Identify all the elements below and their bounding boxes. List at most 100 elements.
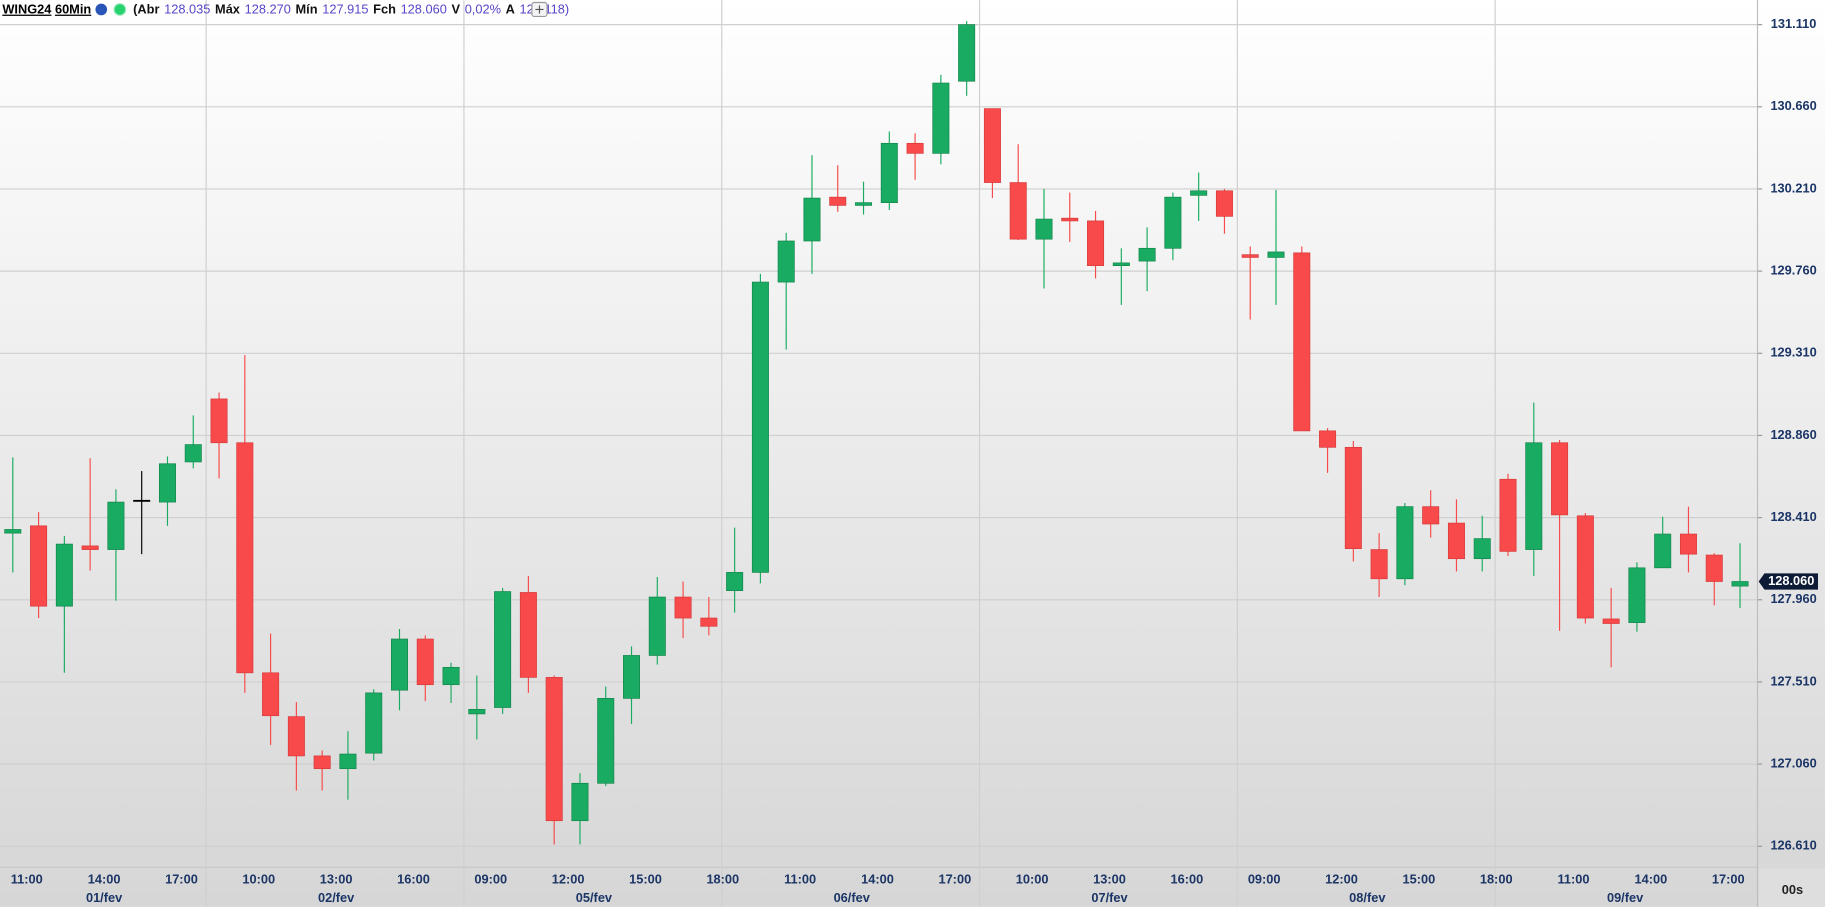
candle-body [4, 529, 22, 534]
candle-body [30, 525, 48, 607]
labels: 131.110 130.660 130.210 129.760 129.310 128.8… [11, 16, 1819, 905]
y-tick-label: 130.660 [1770, 98, 1816, 113]
candle-body [519, 592, 537, 678]
candle-body [236, 442, 254, 674]
date-label: 01/fev [86, 890, 123, 905]
candle-body [365, 692, 383, 754]
symbol: WING24 [2, 2, 52, 17]
x-tick-label: 14:00 [861, 871, 894, 886]
candle-body [468, 708, 486, 715]
x-tick-label: 11:00 [1558, 871, 1590, 886]
x-tick-label: 12:00 [1325, 871, 1358, 886]
y-tick-label: 129.760 [1770, 262, 1816, 277]
interval: 60Min [55, 2, 91, 17]
y-tick-label: 129.310 [1770, 345, 1816, 360]
date-label: 06/fev [834, 890, 871, 905]
date-label: 09/fev [1607, 890, 1644, 905]
y-tick-label: 126.610 [1770, 838, 1816, 853]
candle-body [442, 666, 460, 686]
candle-body [1525, 442, 1543, 550]
y-tick-label: 130.210 [1770, 180, 1816, 195]
candle-body [648, 596, 666, 656]
candle-body [287, 716, 305, 757]
x-tick-label: 16:00 [1170, 871, 1203, 886]
status-icon [95, 3, 108, 16]
x-tick-label: 14:00 [88, 871, 121, 886]
candle-body [1602, 618, 1620, 624]
candle-body [1215, 190, 1233, 217]
candle-body [571, 782, 589, 822]
candle-body [1473, 538, 1491, 560]
candle-body [1551, 442, 1569, 516]
field-label: Máx [215, 2, 241, 17]
x-tick-label: 13:00 [320, 871, 353, 886]
candle-body [1576, 515, 1594, 619]
x-tick-label: 12:00 [552, 871, 585, 886]
candle-body [158, 463, 176, 503]
x-tick-label: 18:00 [706, 871, 739, 886]
candle-body [1370, 549, 1388, 580]
candle-body [1447, 522, 1465, 560]
x-tick-label: 16:00 [397, 871, 430, 886]
candle-body [1499, 478, 1517, 552]
candle-body [1705, 554, 1723, 582]
candle-body [416, 638, 434, 686]
candle-body [1654, 533, 1672, 569]
candle-body [545, 677, 563, 822]
candles [4, 20, 1749, 845]
candle-body [1731, 581, 1749, 587]
field-label: Mín [296, 2, 318, 17]
last-price-label: 128.060 [1768, 573, 1814, 588]
candle-body [55, 543, 73, 607]
candle-body [339, 753, 357, 770]
candle-body [932, 82, 950, 154]
candle-body [855, 202, 873, 206]
field-value: 128.270 [245, 2, 291, 17]
field-value: 128.035 [164, 2, 210, 17]
candle-body [1293, 252, 1311, 432]
candle-body [1679, 533, 1697, 555]
candle-body [1190, 190, 1208, 196]
x-tick-label: 15:00 [629, 871, 662, 886]
candle-body [210, 398, 228, 444]
field-label: Fch [373, 2, 396, 17]
field-label: A [506, 2, 515, 17]
candle-body [700, 617, 718, 627]
x-tick-label: 17:00 [1712, 871, 1745, 886]
candle-body [1319, 430, 1337, 448]
x-tick-label: 10:00 [242, 871, 275, 886]
countdown: 00s [1782, 882, 1803, 897]
candle-body [623, 655, 641, 699]
field-value: 128.060 [401, 2, 447, 17]
candle-body [1396, 506, 1414, 580]
candle-body [133, 499, 151, 502]
y-tick-label: 128.410 [1770, 509, 1816, 524]
x-tick-label: 15:00 [1403, 871, 1436, 886]
header: WING24 60Min (Abr 128.035 Máx 128.270 Mín 127.… [2, 2, 569, 17]
status-icon [113, 3, 127, 16]
candle-body [81, 545, 99, 550]
candle-body [1422, 506, 1440, 525]
candle-body [1035, 218, 1053, 240]
candle-body [391, 638, 408, 691]
field-value: 127.915 [322, 2, 368, 17]
candle-body [1164, 196, 1182, 249]
candle-body [1344, 446, 1362, 550]
field-value: 0,02% [465, 2, 501, 17]
date-label: 05/fev [576, 890, 613, 905]
grid [0, 0, 1763, 907]
candle-body [313, 755, 331, 770]
y-tick-label: 131.110 [1771, 16, 1817, 31]
candle-body [1061, 217, 1079, 222]
date-label: 07/fev [1091, 890, 1128, 905]
candle-body [1087, 220, 1105, 266]
field-label: (Abr [133, 2, 159, 17]
x-tick-label: 18:00 [1480, 871, 1513, 886]
x-tick-label: 11:00 [11, 871, 43, 886]
candle-body [494, 591, 512, 708]
candle-body [1112, 262, 1130, 266]
candle-body [983, 108, 1001, 183]
date-label: 02/fev [318, 890, 355, 905]
